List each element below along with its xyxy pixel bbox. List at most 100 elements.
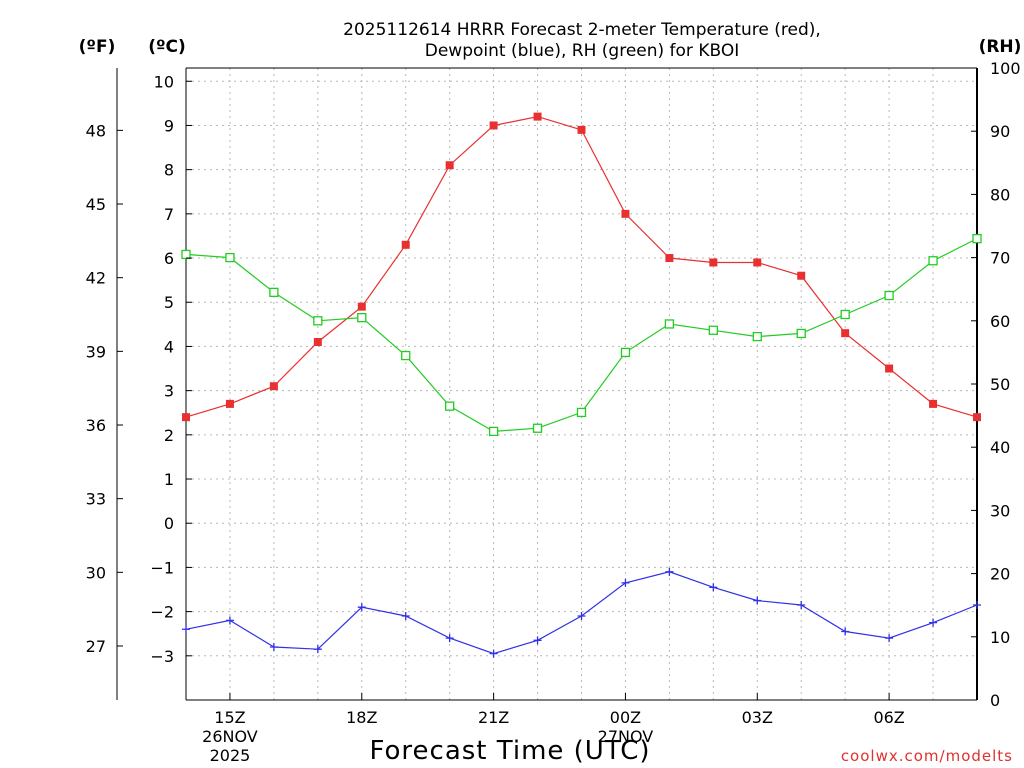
rh-point	[884, 290, 894, 301]
dewpoint-point	[973, 600, 981, 609]
rh-tick-label: 60	[990, 312, 1010, 331]
temperature-point	[577, 125, 586, 134]
dewpoint-point	[577, 612, 586, 621]
rh-point	[357, 312, 367, 323]
celsius-unit-label: (ºC)	[148, 37, 186, 57]
rh-tick-label: 90	[990, 122, 1010, 141]
temperature-point	[269, 382, 278, 391]
axes-layer	[116, 67, 978, 701]
temperature-point	[357, 302, 366, 311]
dewpoint-point	[665, 567, 674, 576]
rh-point	[928, 256, 938, 266]
fahrenheit-tick-label: 33	[86, 490, 106, 509]
x-tick-label: 06Z	[873, 708, 904, 727]
rh-point	[181, 249, 191, 260]
x-tick-label: 15Z	[214, 708, 245, 727]
rh-tick-label: 20	[990, 565, 1010, 584]
dewpoint-point	[885, 634, 894, 643]
rh-tick-label: 30	[990, 501, 1010, 520]
celsius-tick-label: 9	[164, 116, 174, 135]
tick-layer: 109876543210−1−2−34845423936333027100908…	[86, 59, 1021, 765]
dewpoint-point	[621, 578, 630, 587]
rh-tick-label: 50	[990, 375, 1010, 394]
rh-point	[269, 287, 279, 298]
fahrenheit-tick-label: 42	[86, 269, 106, 288]
rh-point	[445, 401, 455, 411]
chart-title-line1: 2025112614 HRRR Forecast 2-meter Tempera…	[343, 20, 821, 40]
dewpoint-point	[225, 616, 234, 625]
series-layer	[181, 112, 982, 658]
dewpoint-point	[445, 634, 454, 643]
celsius-tick-label: 1	[164, 470, 174, 489]
temperature-point	[753, 258, 762, 267]
x-tick-label: 00Z	[610, 708, 641, 727]
rh-point	[401, 350, 411, 361]
celsius-tick-label: 6	[164, 249, 174, 268]
rh-tick-label: 80	[990, 185, 1010, 204]
dewpoint-point	[357, 603, 366, 612]
rh-point	[488, 426, 499, 437]
celsius-tick-label: 7	[164, 205, 174, 224]
dewpoint-point	[533, 636, 542, 645]
rh-point	[664, 319, 675, 329]
temperature-point	[489, 121, 498, 130]
rh-point	[532, 423, 543, 433]
dewpoint-point	[269, 642, 278, 651]
temperature-point	[401, 240, 410, 249]
celsius-tick-label: 2	[164, 426, 174, 445]
celsius-tick-label: 3	[164, 382, 174, 401]
temperature-point	[533, 112, 542, 121]
rh-point	[840, 309, 850, 320]
rh-point	[972, 233, 982, 244]
rh-point	[708, 325, 718, 335]
rh-point	[796, 328, 806, 339]
temperature-point	[182, 413, 190, 422]
dewpoint-point	[929, 618, 938, 627]
rh-tick-label: 100	[990, 59, 1021, 78]
celsius-tick-label: 0	[164, 514, 174, 533]
rh-tick-label: 70	[990, 249, 1010, 268]
x-tick-label: 18Z	[346, 708, 377, 727]
temperature-point	[973, 413, 981, 422]
dewpoint-point	[753, 596, 762, 605]
temperature-point	[929, 399, 938, 408]
rh-point	[620, 347, 631, 358]
x-tick-date-label: 27NOV	[598, 727, 654, 746]
celsius-tick-label: −3	[150, 647, 174, 666]
fahrenheit-tick-label: 27	[86, 637, 106, 656]
fahrenheit-tick-label: 36	[86, 416, 106, 435]
temperature-point	[709, 258, 718, 267]
dewpoint-point	[313, 645, 322, 654]
temperature-point	[445, 161, 454, 170]
x-tick-label: 03Z	[742, 708, 773, 727]
temperature-point	[841, 329, 850, 338]
dewpoint-point	[709, 583, 718, 592]
rh-unit-label: (RH)	[979, 37, 1022, 57]
fahrenheit-tick-label: 48	[86, 121, 106, 140]
chart-title-line2: Dewpoint (blue), RH (green) for KBOI	[425, 41, 739, 61]
fahrenheit-tick-label: 45	[86, 195, 106, 214]
rh-point	[576, 407, 587, 418]
x-axis-title: Forecast Time (UTC)	[369, 736, 650, 766]
rh-tick-label: 10	[990, 628, 1010, 647]
dewpoint-point	[182, 625, 190, 634]
celsius-tick-label: −2	[150, 603, 174, 622]
rh-tick-label: 40	[990, 438, 1010, 457]
temperature-point	[885, 364, 894, 373]
temperature-point	[313, 338, 322, 347]
celsius-tick-label: 5	[164, 293, 174, 312]
temperature-point	[665, 254, 674, 263]
dewpoint-point	[797, 600, 806, 609]
x-tick-year-label: 2025	[210, 746, 251, 765]
dewpoint-point	[401, 612, 410, 621]
x-tick-date-label: 26NOV	[202, 727, 258, 746]
temperature-point	[797, 271, 806, 280]
celsius-tick-label: 10	[154, 72, 174, 91]
celsius-tick-label: −1	[150, 558, 174, 577]
rh-point	[225, 252, 235, 263]
celsius-tick-label: 4	[164, 337, 174, 356]
x-tick-label: 21Z	[478, 708, 509, 727]
fahrenheit-tick-label: 39	[86, 342, 106, 361]
dewpoint-point	[841, 627, 850, 636]
